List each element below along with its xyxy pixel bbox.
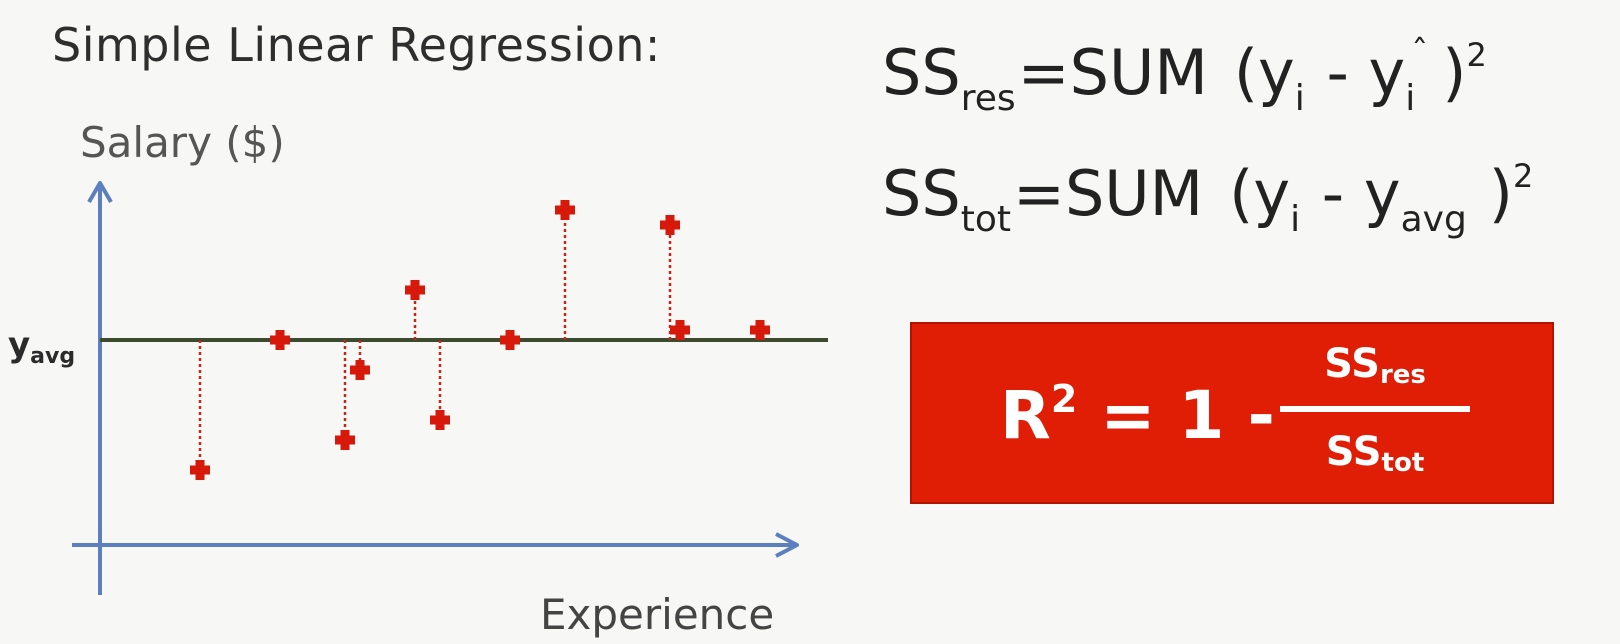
- r-squared-box: R2 = 1 - SSres SStot: [910, 322, 1554, 504]
- data-point: [660, 215, 680, 235]
- x-axis-arrow: [775, 532, 799, 558]
- data-point: [335, 430, 355, 450]
- fraction-numerator: SSres: [1324, 341, 1426, 390]
- y-axis-arrow: [87, 181, 113, 204]
- y-avg-label: yavg: [8, 325, 76, 369]
- data-point: [405, 280, 425, 300]
- x-axis-label: Experience: [540, 590, 775, 639]
- data-point: [670, 320, 690, 340]
- r-squared-fraction: SSres SStot: [1280, 344, 1470, 494]
- ss-res-formula: SSres=SUM (yi - yiˆ)2: [882, 33, 1487, 119]
- data-point: [350, 360, 370, 380]
- data-point: [555, 200, 575, 220]
- data-point: [190, 460, 210, 480]
- y-axis-label: Salary ($): [80, 118, 285, 167]
- ss-tot-formula: SStot=SUM (yi - yavg)2: [882, 157, 1534, 240]
- scatter-plot: [72, 181, 828, 595]
- hat-symbol: ˆ: [1411, 33, 1429, 73]
- fraction-bar: [1280, 406, 1470, 412]
- data-point: [430, 410, 450, 430]
- r-squared-lhs: R2 = 1 -: [1000, 377, 1275, 454]
- data-point: [500, 330, 520, 350]
- slide-title: Simple Linear Regression:: [52, 18, 661, 72]
- fraction-denominator: SStot: [1325, 429, 1425, 478]
- data-point: [750, 320, 770, 340]
- data-point: [270, 330, 290, 350]
